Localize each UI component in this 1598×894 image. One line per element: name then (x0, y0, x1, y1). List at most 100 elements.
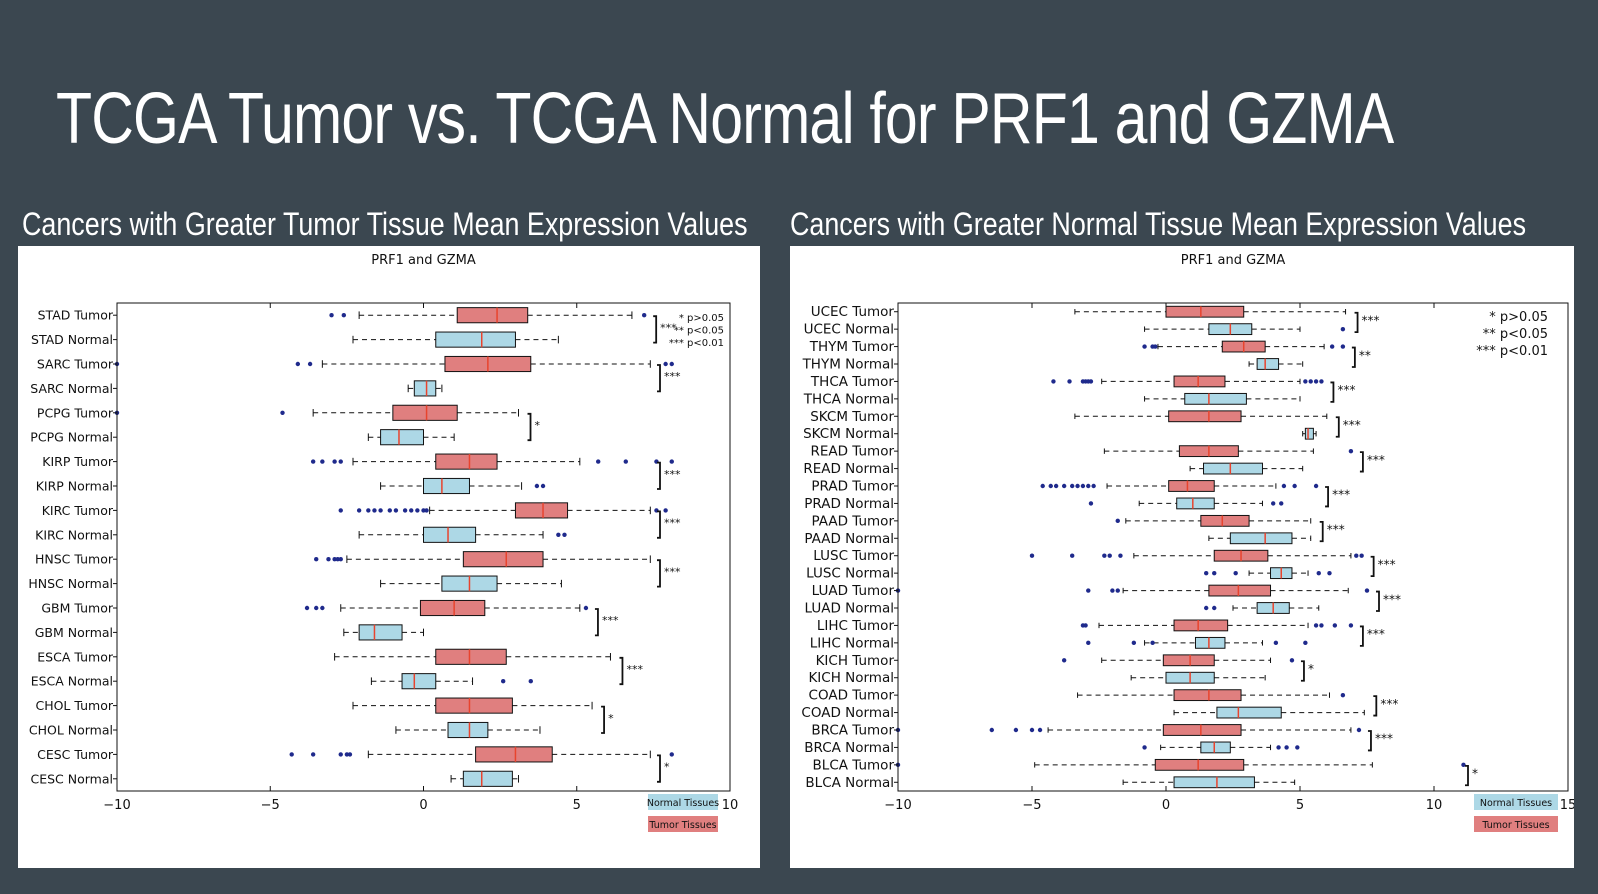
category-label: KIRP Normal (36, 479, 113, 494)
significance-stars: *** (1383, 592, 1401, 606)
x-tick-label: −5 (1022, 798, 1041, 813)
category-label: SARC Tumor (37, 357, 114, 372)
significance-stars: *** (1337, 383, 1355, 397)
box-hnsc-normal (380, 575, 562, 592)
outlier-point (1332, 623, 1338, 628)
x-tick-label: −10 (103, 798, 130, 813)
box-kirc-normal (358, 526, 567, 543)
iqr-box (462, 770, 513, 787)
outlier-point (402, 508, 408, 513)
legend-entry: Normal Tissues (1480, 798, 1552, 809)
bracket-line (1330, 381, 1335, 403)
category-label: LUSC Tumor (813, 548, 894, 564)
category-label: CESC Normal (31, 771, 114, 786)
outlier-point (356, 508, 362, 513)
iqr-box (1162, 724, 1242, 736)
outlier-point (1289, 658, 1295, 663)
box-cesc-tumor (289, 746, 674, 763)
category-label: GBM Normal (35, 625, 113, 640)
outlier-point (314, 605, 319, 611)
category-label: PRAD Normal (804, 496, 894, 512)
outlier-point (1048, 483, 1053, 489)
chart-title: PRF1 and GZMA (371, 253, 476, 268)
iqr-box (1154, 758, 1245, 771)
outlier-point (669, 459, 674, 464)
iqr-box (423, 477, 470, 495)
iqr-box (1168, 410, 1242, 423)
outlier-point (1037, 727, 1043, 733)
outlier-point (1329, 344, 1335, 349)
bracket-line (527, 412, 532, 442)
outlier-point (421, 508, 426, 513)
box-kich-tumor (1061, 654, 1295, 667)
outlier-point (1029, 727, 1035, 733)
bracket-line (1354, 311, 1359, 334)
category-label: BRCA Normal (804, 740, 894, 756)
outlier-point (669, 361, 674, 367)
significance-bracket: *** (1359, 625, 1385, 647)
outlier-point (1359, 553, 1364, 558)
significance-bracket: *** (594, 608, 619, 637)
p-value-legend-entry: *** p<0.01 (669, 338, 724, 349)
x-tick-label: 5 (1296, 798, 1304, 813)
slide-title: TCGA Tumor vs. TCGA Normal for PRF1 and … (56, 79, 1394, 159)
iqr-box (447, 721, 489, 739)
outlier-point (1319, 623, 1324, 628)
outlier-point (310, 459, 316, 464)
box-blca-tumor (895, 758, 1466, 771)
outlier-point (1142, 745, 1147, 750)
left-panel-heading: Cancers with Greater Tumor Tissue Mean E… (22, 206, 748, 242)
outlier-point (409, 508, 414, 513)
box-brca-tumor (895, 724, 1362, 736)
box-read-tumor (1103, 445, 1354, 458)
iqr-box (1304, 427, 1314, 440)
significance-bracket: *** (1354, 311, 1380, 334)
significance-stars: *** (660, 321, 677, 334)
box-ucec-normal (1144, 323, 1346, 336)
outlier-point (1319, 379, 1324, 384)
box-hnsc-tumor (314, 551, 651, 568)
box-lihc-tumor (1080, 619, 1354, 632)
outlier-point (307, 361, 313, 367)
category-label: UCEC Normal (804, 322, 894, 338)
outlier-point (1356, 727, 1362, 733)
outlier-point (1340, 326, 1346, 332)
outlier-point (1102, 553, 1107, 558)
iqr-box (475, 746, 553, 763)
bracket-line (1335, 416, 1340, 438)
outlier-point (1083, 623, 1088, 628)
outlier-point (332, 557, 337, 562)
outlier-point (556, 532, 561, 537)
significance-bracket: *** (657, 461, 681, 490)
outlier-point (326, 557, 331, 562)
category-label: KICH Tumor (816, 653, 895, 669)
significance-bracket: *** (653, 315, 677, 344)
box-esca-tumor (334, 648, 611, 665)
outlier-point (393, 508, 399, 513)
category-label: CHOL Tumor (35, 698, 113, 713)
outlier-point (1308, 379, 1313, 384)
significance-stars: *** (1332, 488, 1350, 502)
outlier-point (329, 313, 334, 318)
outlier-point (1348, 448, 1354, 454)
x-tick-label: 0 (1162, 798, 1170, 813)
significance-stars: *** (664, 565, 681, 578)
outlier-point (1153, 344, 1158, 349)
iqr-box (1194, 636, 1226, 649)
outlier-point (332, 459, 337, 464)
outlier-point (663, 361, 668, 367)
category-label: KIRC Normal (35, 527, 113, 542)
outlier-point (663, 508, 668, 513)
significance-bracket: *** (657, 559, 681, 588)
legend-tumor-swatch (1474, 816, 1558, 832)
significance-stars: * (1308, 662, 1314, 676)
category-label: COAD Normal (801, 705, 894, 721)
significance-bracket: *** (1367, 730, 1393, 752)
outlier-point (1067, 379, 1072, 384)
iqr-box (423, 526, 477, 543)
box-brca-normal (1142, 741, 1300, 754)
iqr-box (401, 673, 437, 690)
iqr-box (1216, 706, 1282, 719)
box-kirp-tumor (310, 453, 674, 470)
iqr-box (1173, 689, 1242, 702)
